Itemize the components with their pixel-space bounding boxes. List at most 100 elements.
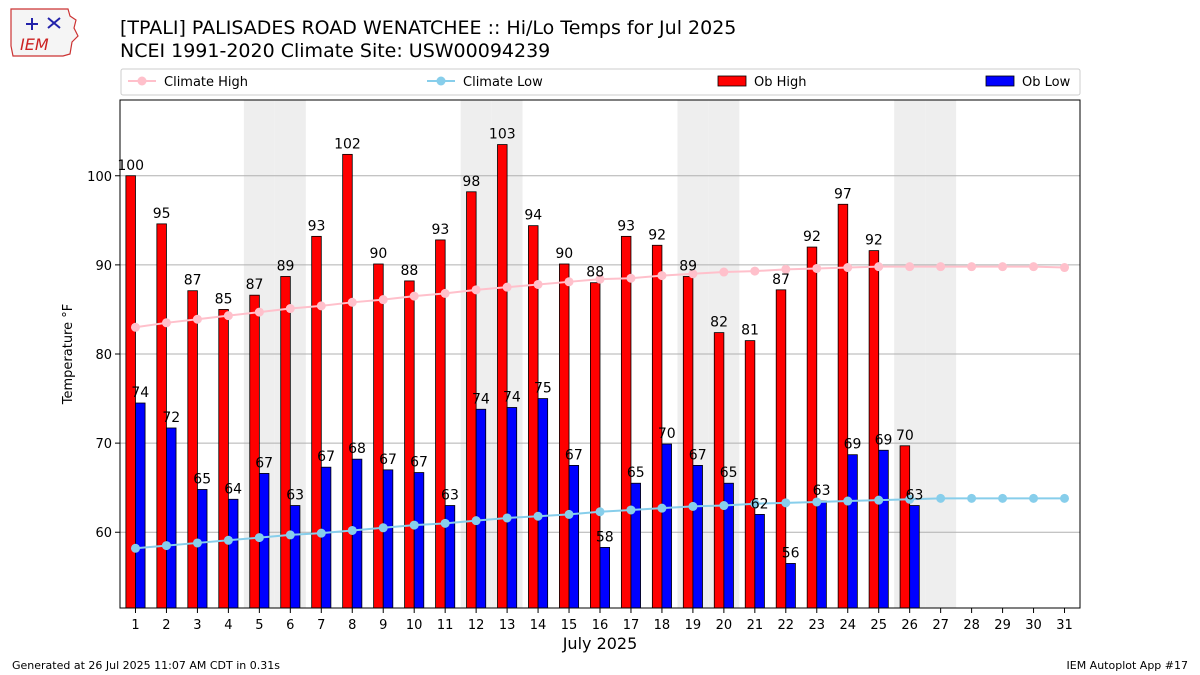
ob-high-bar <box>806 246 818 609</box>
climate-high-point <box>998 262 1008 272</box>
x-tick-label: 16 <box>592 618 609 633</box>
ob-low-value-label: 63 <box>286 488 304 504</box>
climate-high-point <box>688 269 698 279</box>
ob-high-bar <box>249 294 260 609</box>
ob-high-bar <box>311 235 322 609</box>
ob-low-value-label: 67 <box>565 447 583 463</box>
y-tick-label: 60 <box>95 526 112 541</box>
ob-low-bar <box>692 465 703 609</box>
chart-subtitle: NCEI 1991-2020 Climate Site: USW00094239 <box>120 40 551 62</box>
ob-low-value-label: 67 <box>379 452 397 468</box>
ob-high-bar <box>620 235 632 609</box>
x-tick-label: 7 <box>317 618 325 633</box>
ob-low-bar <box>506 407 518 609</box>
ob-high-value-label: 87 <box>246 277 264 293</box>
ob-low-value-label: 62 <box>751 496 769 512</box>
ob-high-bar <box>559 263 570 609</box>
ob-high-value-label: 90 <box>555 246 573 262</box>
ob-high-value-label: 87 <box>772 272 790 288</box>
climate-high-point <box>130 322 140 332</box>
x-tick-label: 13 <box>499 618 516 633</box>
ob-low-bar <box>289 505 301 609</box>
ob-high-bar <box>590 282 601 609</box>
ob-low-value-label: 63 <box>906 488 924 504</box>
y-tick-label: 80 <box>95 348 112 363</box>
ob-low-value-label: 58 <box>596 529 614 545</box>
ob-low-bar <box>382 469 394 609</box>
climate-high-point <box>254 307 264 317</box>
climate-high-point <box>285 304 295 314</box>
climate-high-point <box>595 274 605 284</box>
climate-high-point <box>502 282 512 292</box>
x-tick-label: 28 <box>963 618 980 633</box>
ob-high-bar <box>280 276 291 609</box>
climate-high-point <box>750 266 760 276</box>
app-credit: IEM Autoplot App #17 <box>1066 659 1189 672</box>
x-tick-label: 20 <box>716 618 733 633</box>
ob-high-bar <box>899 445 911 609</box>
climate-high-point <box>843 263 853 273</box>
ob-high-value-label: 103 <box>489 127 516 143</box>
climate-high-point <box>657 271 667 281</box>
x-tick-label: 19 <box>685 618 702 633</box>
climate-low-point <box>719 501 729 511</box>
climate-high-point <box>533 279 543 289</box>
ob-low-value-label: 74 <box>131 385 149 401</box>
ob-low-bar <box>816 500 827 609</box>
ob-high-value-label: 89 <box>679 258 697 274</box>
ob-high-bar <box>497 144 508 609</box>
x-axis-label: July 2025 <box>562 634 638 653</box>
x-tick-label: 31 <box>1056 618 1073 633</box>
x-tick-label: 17 <box>623 618 640 633</box>
climate-low-point <box>564 509 574 519</box>
x-tick-label: 5 <box>255 618 263 633</box>
climate-high-point <box>936 262 946 272</box>
ob-low-bar <box>475 408 487 609</box>
ob-low-value-label: 69 <box>844 437 862 453</box>
y-tick-label: 100 <box>87 170 112 185</box>
x-tick-label: 21 <box>747 618 764 633</box>
chart-title: [TPALI] PALISADES ROAD WENATCHEE :: Hi/L… <box>120 17 737 39</box>
x-tick-label: 9 <box>379 618 387 633</box>
ob-high-value-label: 100 <box>117 158 144 174</box>
ob-high-bar <box>868 250 880 609</box>
ob-high-value-label: 89 <box>277 258 295 274</box>
climate-low-point <box>254 533 264 543</box>
climate-low-point <box>502 513 512 523</box>
data-labels: 100 74 95 72 87 65 85 64 87 67 89 63 93 67 102 68 90 67 88… <box>117 127 923 562</box>
ob-low-value-label: 74 <box>472 391 490 407</box>
ob-high-value-label: 70 <box>896 428 914 444</box>
ob-high-bar <box>218 309 229 609</box>
climate-low-point <box>967 493 977 503</box>
climate-high-point <box>440 288 450 298</box>
x-tick-label: 29 <box>994 618 1011 633</box>
climate-low-point <box>192 538 202 548</box>
ob-high-value-label: 93 <box>617 218 635 234</box>
climate-low-point <box>874 495 884 505</box>
ob-high-bar <box>404 280 415 609</box>
climate-low-point <box>533 511 543 521</box>
logo-text: IEM <box>20 35 49 54</box>
ob-low-value-label: 72 <box>162 410 180 426</box>
x-tick-label: 24 <box>839 618 856 633</box>
climate-high-point <box>192 314 202 324</box>
weather-station-icon <box>26 17 61 30</box>
bars <box>125 144 920 609</box>
ob-high-value-label: 88 <box>400 263 418 279</box>
x-tick-label: 23 <box>809 618 826 633</box>
ob-low-value-label: 67 <box>255 455 273 471</box>
climate-low-point <box>316 528 326 538</box>
x-tick-label: 12 <box>468 618 485 633</box>
climate-low-point <box>347 525 357 535</box>
legend: Climate High Climate Low Ob High Ob Low <box>120 68 1081 96</box>
ob-high-value-label: 95 <box>153 206 171 222</box>
ob-low-value-label: 67 <box>689 447 707 463</box>
climate-low-point <box>750 499 760 509</box>
ob-low-value-label: 63 <box>813 483 831 499</box>
x-tick-label: 1 <box>131 618 139 633</box>
ob-high-value-label: 102 <box>334 136 361 152</box>
ob-low-bar <box>909 505 920 609</box>
ob-low-value-label: 65 <box>627 465 645 481</box>
ob-low-bar <box>197 489 208 609</box>
